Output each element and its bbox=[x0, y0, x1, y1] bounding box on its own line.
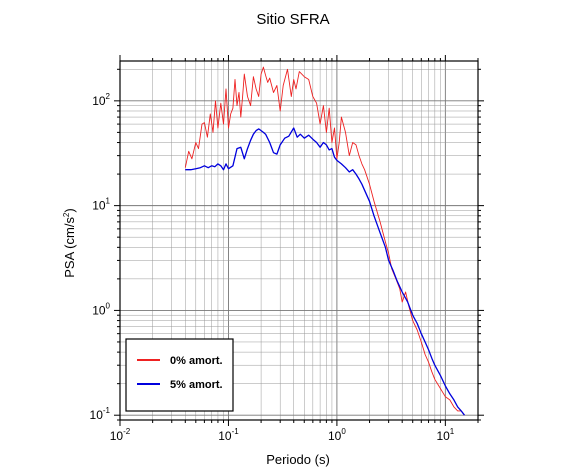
tick-marks bbox=[114, 55, 484, 426]
tick-labels: 10-2 10-1 100 101 10-1 100 101 102 bbox=[90, 92, 455, 443]
x-axis-label: Periodo (s) bbox=[266, 452, 330, 467]
x-tick-label: 101 bbox=[436, 427, 454, 443]
chart-title: Sitio SFRA bbox=[256, 11, 329, 28]
legend-box bbox=[125, 338, 234, 412]
grid bbox=[119, 61, 479, 421]
plot-frame bbox=[119, 60, 479, 421]
legend-label-1: 5% amort. bbox=[170, 379, 223, 391]
y-tick-label: 102 bbox=[92, 92, 110, 108]
y-tick-label: 100 bbox=[92, 301, 110, 317]
y-axis-label: PSA (cm/s2) bbox=[62, 208, 77, 277]
x-tick-label: 10-1 bbox=[218, 427, 239, 443]
y-tick-label: 10-1 bbox=[90, 406, 111, 422]
y-tick-label: 101 bbox=[92, 197, 110, 213]
y-axis-label-close: ) bbox=[62, 208, 77, 212]
y-axis-label-base: PSA (cm/s bbox=[62, 217, 77, 278]
series-line-1 bbox=[185, 127, 466, 416]
series-line-0 bbox=[184, 66, 465, 416]
y-axis-label-exp: 2 bbox=[62, 212, 71, 217]
x-tick-label: 100 bbox=[328, 427, 346, 443]
legend: 0% amort. 5% amort. bbox=[125, 338, 234, 412]
series-layer bbox=[184, 66, 466, 416]
x-tick-label: 10-2 bbox=[110, 427, 131, 443]
legend-label-0: 0% amort. bbox=[170, 355, 223, 367]
